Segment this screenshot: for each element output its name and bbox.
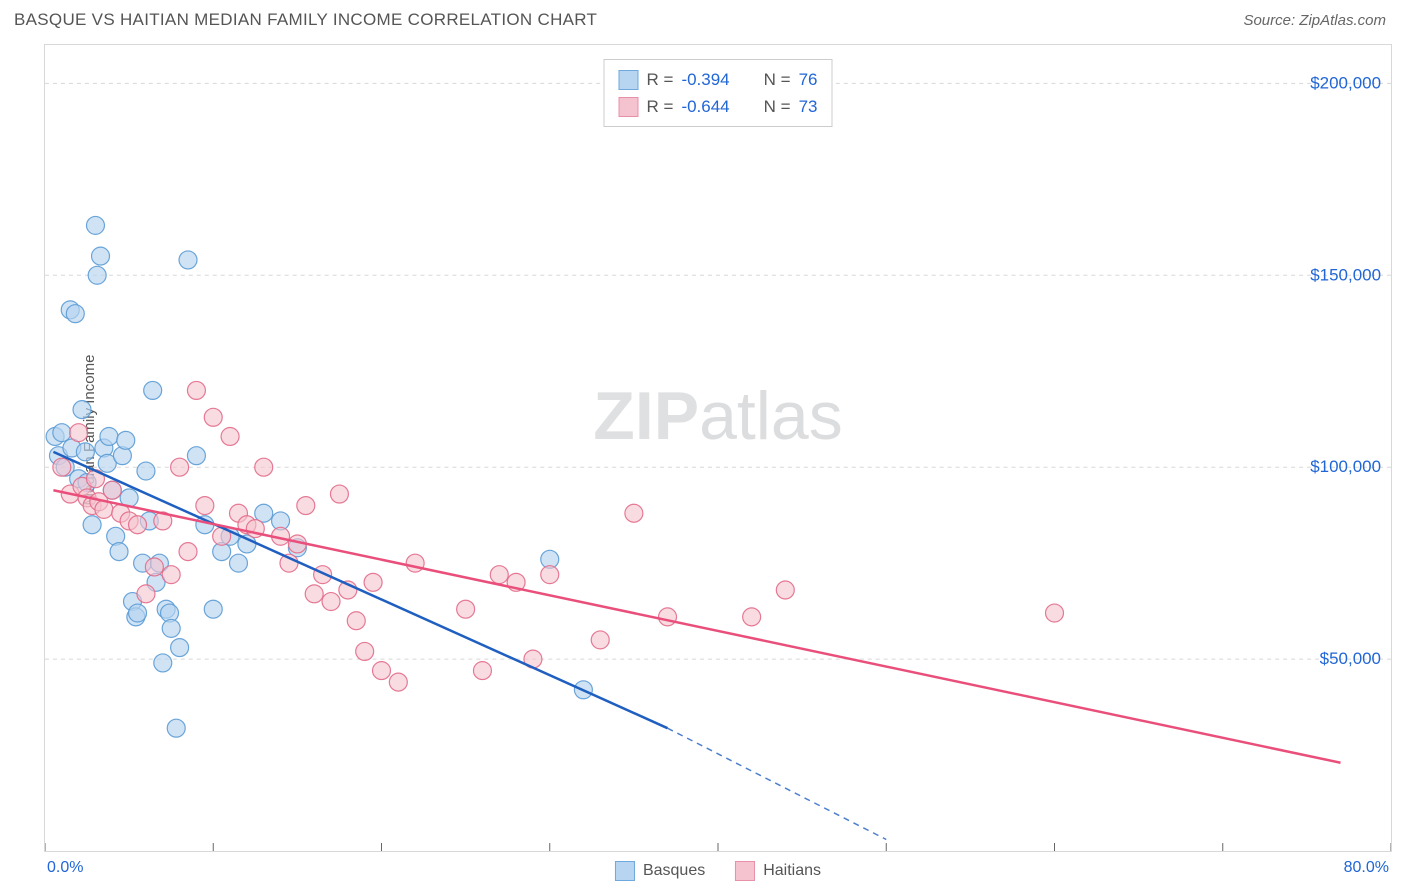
legend-item-haitians: Haitians [735,861,821,881]
legend-label: Basques [643,862,705,880]
chart-frame: $50,000$100,000$150,000$200,000 ZIPatlas… [44,44,1392,852]
n-value: 73 [799,93,818,120]
stats-row-basques: R = -0.394 N = 76 [619,66,818,93]
swatch-icon [735,861,755,881]
swatch-icon [619,70,639,90]
scatter-plot: $50,000 $100,000 $150,000 $200,000 [45,45,1391,851]
svg-text:$200,000: $200,000 [1310,73,1381,92]
source-attribution: Source: ZipAtlas.com [1243,12,1386,29]
svg-text:$100,000: $100,000 [1310,457,1381,476]
x-min-label: 0.0% [47,859,83,877]
r-value: -0.644 [681,93,729,120]
legend: Basques Haitians [615,861,821,881]
swatch-icon [615,861,635,881]
r-value: -0.394 [681,66,729,93]
legend-label: Haitians [763,862,821,880]
correlation-stats-box: R = -0.394 N = 76 R = -0.644 N = 73 [604,59,833,127]
swatch-icon [619,97,639,117]
chart-title: BASQUE VS HAITIAN MEDIAN FAMILY INCOME C… [14,10,597,30]
x-max-label: 80.0% [1344,859,1389,877]
svg-text:$50,000: $50,000 [1320,649,1381,668]
svg-text:$150,000: $150,000 [1310,265,1381,284]
legend-item-basques: Basques [615,861,705,881]
stats-row-haitians: R = -0.644 N = 73 [619,93,818,120]
n-value: 76 [799,66,818,93]
